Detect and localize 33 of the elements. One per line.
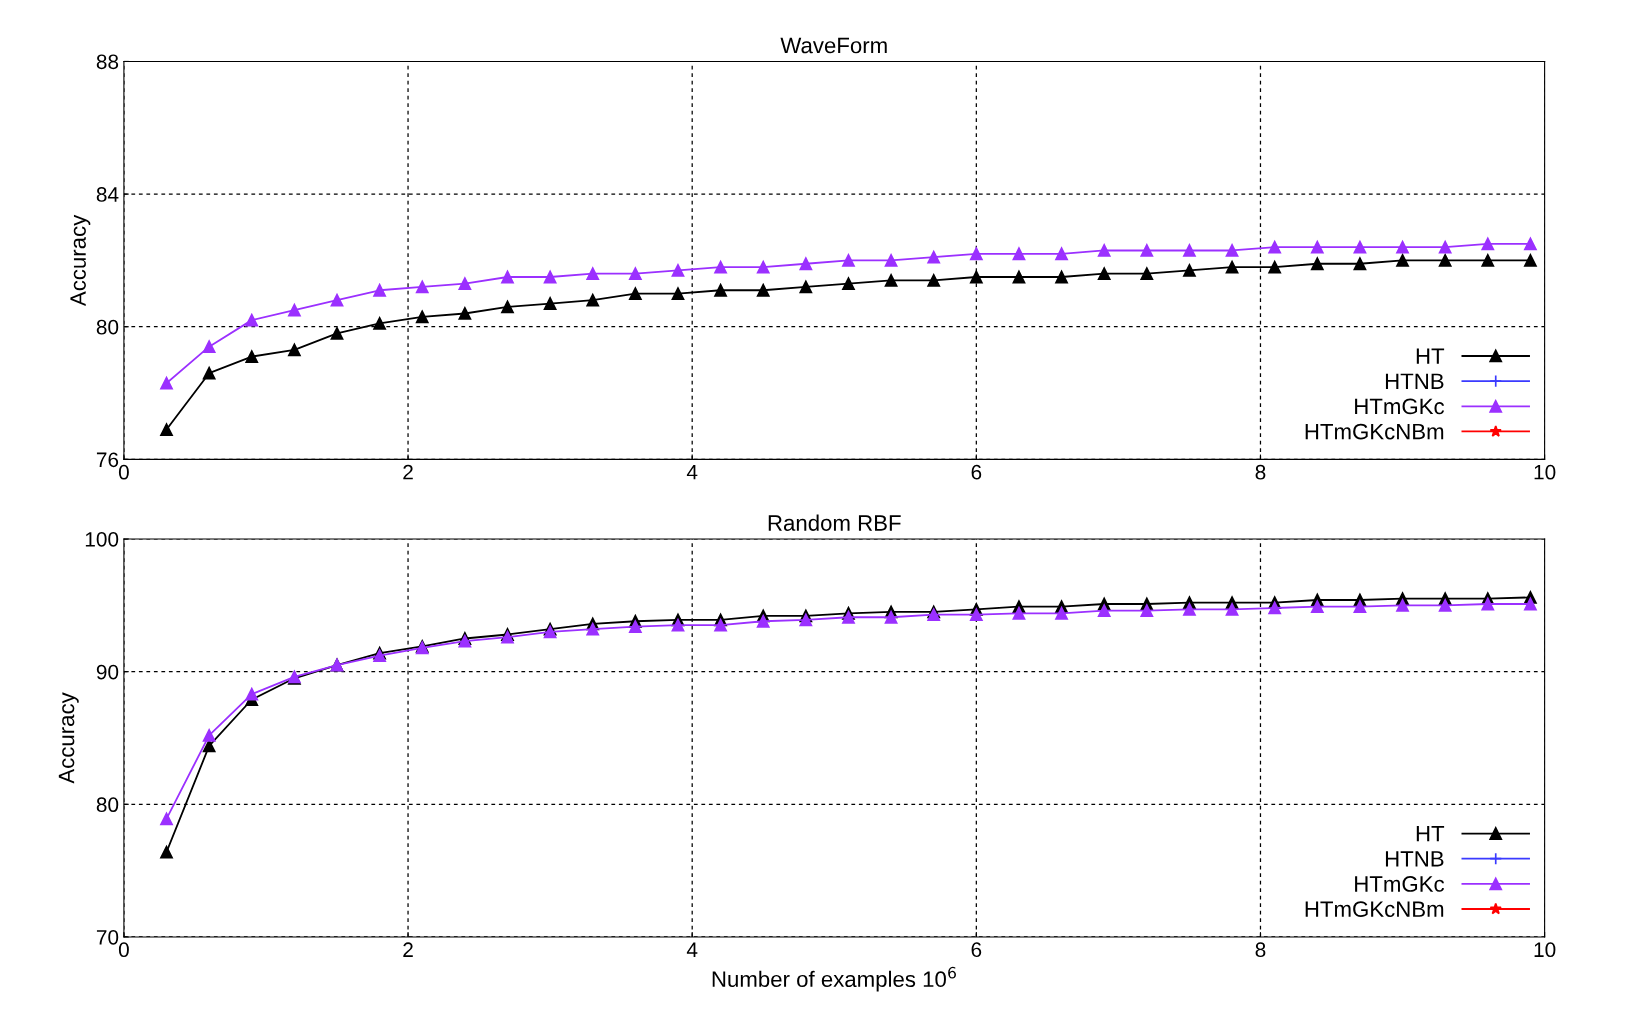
legend-label: HTmGKcNBm [1305,423,1444,440]
x-tick-label: 2 [403,464,413,480]
x-tick-label: 10 [1534,464,1556,480]
x-tick-label: 6 [971,942,982,958]
x-tick-label: 6 [971,464,982,480]
x-axis-title: Number of examples 10$^{6}$ [712,966,956,992]
x-tick-label: 4 [686,465,698,480]
legend-label: HTmGKc [1355,876,1445,892]
y-tick-label: 84 [96,187,119,202]
x-tick-label: 4 [686,942,698,957]
y-tick-label: 80 [96,319,119,335]
legend-label: HTmGKc [1355,398,1445,415]
y-tick-label: 88 [96,54,119,70]
y-tick-label: 90 [96,664,119,680]
y-tick-label: 70 [96,929,119,945]
y-axis-title: Accuracy [58,692,79,784]
y-tick-label: 80 [96,797,119,813]
chart-title: Random RBF [768,514,901,531]
legend-label: HTNB [1385,373,1444,389]
legend-label: HT [1416,348,1445,364]
y-tick-label: 76 [96,452,119,468]
legend-label: HT [1416,826,1445,842]
y-axis-title: Accuracy [70,214,91,307]
x-tick-label: 0 [118,464,129,480]
x-tick-label: 8 [1255,942,1266,958]
x-tick-label: 2 [403,942,413,957]
legend-label: HTmGKcNBm [1305,901,1444,918]
chart-title: WaveForm [780,37,887,54]
x-tick-label: 8 [1255,464,1266,480]
x-tick-label: 0 [118,942,129,958]
legend-label: HTNB [1385,851,1444,867]
y-tick-label: 100 [85,532,119,547]
x-tick-label: 10 [1534,942,1556,958]
